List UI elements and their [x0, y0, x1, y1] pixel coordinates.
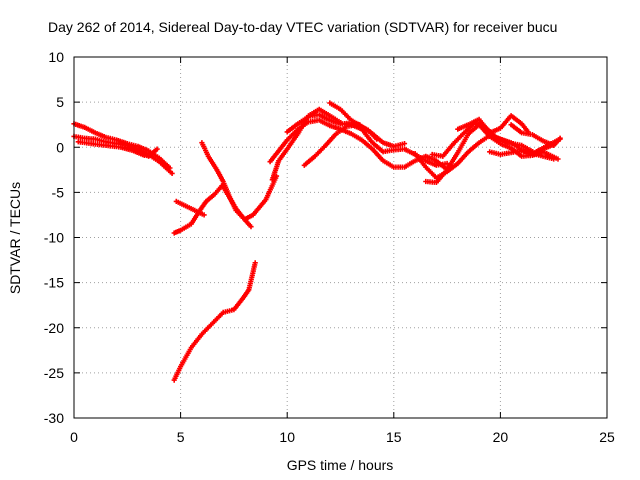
y-axis-label: SDTVAR / TECUs: [7, 182, 23, 294]
plot-area: [71, 100, 563, 383]
series-arc-q: [455, 113, 531, 136]
series-arc-h: [171, 260, 258, 383]
y-tick-label: 10: [48, 49, 64, 65]
data-point-markers: [455, 113, 531, 136]
x-tick-label: 15: [386, 429, 402, 445]
y-tick-label: -5: [52, 184, 65, 200]
data-point-markers: [220, 184, 254, 230]
x-tick-label: 25: [599, 429, 615, 445]
data-point-markers: [173, 198, 207, 218]
series-arc-s: [487, 148, 557, 162]
x-tick-label: 5: [177, 429, 185, 445]
y-tick-label: -30: [44, 410, 64, 426]
y-tick-label: -25: [44, 365, 64, 381]
y-tick-label: -15: [44, 275, 64, 291]
series-arc-m: [327, 100, 408, 149]
data-point-markers: [423, 122, 561, 185]
series-arc-d: [126, 143, 160, 159]
chart-title: Day 262 of 2014, Sidereal Day-to-day VTE…: [48, 19, 557, 35]
data-point-markers: [508, 122, 563, 148]
y-tick-label: 5: [56, 94, 64, 110]
data-point-markers: [327, 100, 408, 149]
axis-ticks: 0 5 10 15 20 25 -30 -25 -20 -15 -10 -5 0 5 10: [44, 49, 615, 445]
x-tick-label: 0: [70, 429, 78, 445]
series-arc-o: [423, 122, 561, 185]
series-outliers: [173, 198, 207, 218]
x-tick-label: 20: [493, 429, 509, 445]
series-arc-k: [269, 106, 363, 183]
series-arc-g: [220, 184, 254, 230]
data-point-markers: [171, 260, 258, 383]
data-point-markers: [269, 106, 363, 183]
data-point-markers: [487, 148, 557, 162]
y-tick-label: 0: [56, 139, 64, 155]
grid: [74, 57, 607, 418]
data-point-markers: [126, 143, 160, 159]
y-tick-label: -20: [44, 320, 64, 336]
x-tick-label: 10: [279, 429, 295, 445]
y-tick-label: -10: [44, 230, 64, 246]
series-arc-r: [508, 122, 563, 148]
x-axis-label: GPS time / hours: [287, 457, 394, 473]
